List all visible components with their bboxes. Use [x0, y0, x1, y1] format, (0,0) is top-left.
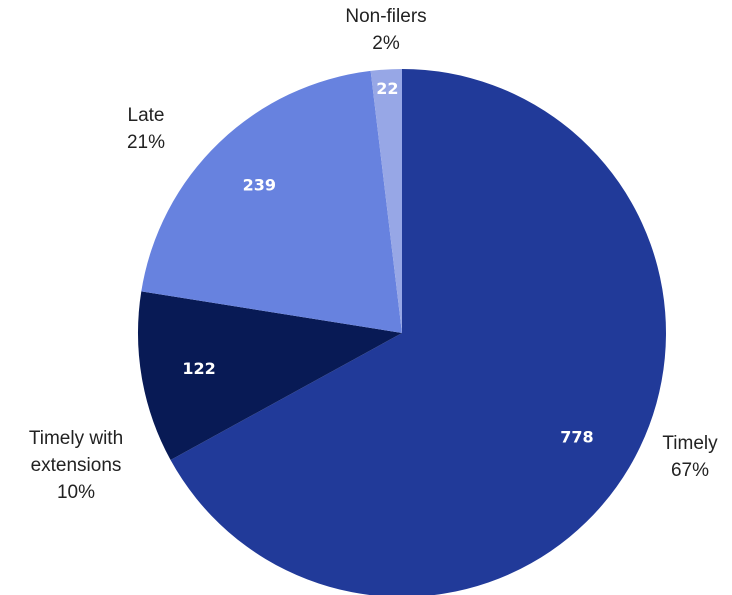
pie-slices: [138, 69, 667, 595]
slice-category-label: Timely 67%: [662, 433, 718, 481]
slice-category-label: Late 21%: [127, 105, 165, 153]
slice-value-label: 239: [243, 176, 276, 195]
pie-slice-timely: [170, 69, 667, 595]
slice-value-labels: 778 122 239 22: [182, 79, 593, 447]
slice-category-labels: Timely 67% Timely with extensions 10% Late 21%…: [29, 6, 718, 503]
slice-value-label: 22: [376, 79, 398, 98]
slice-category-label: Non-filers 2%: [345, 6, 426, 54]
pie-slice-timely-with-extensions: [138, 291, 402, 461]
slice-value-label: 778: [560, 428, 593, 447]
pie-slice-non-filers: [370, 69, 402, 333]
slice-value-label: 122: [182, 359, 215, 378]
slice-category-label: Timely with extensions 10%: [29, 428, 123, 503]
pie-slice-late: [141, 70, 402, 334]
